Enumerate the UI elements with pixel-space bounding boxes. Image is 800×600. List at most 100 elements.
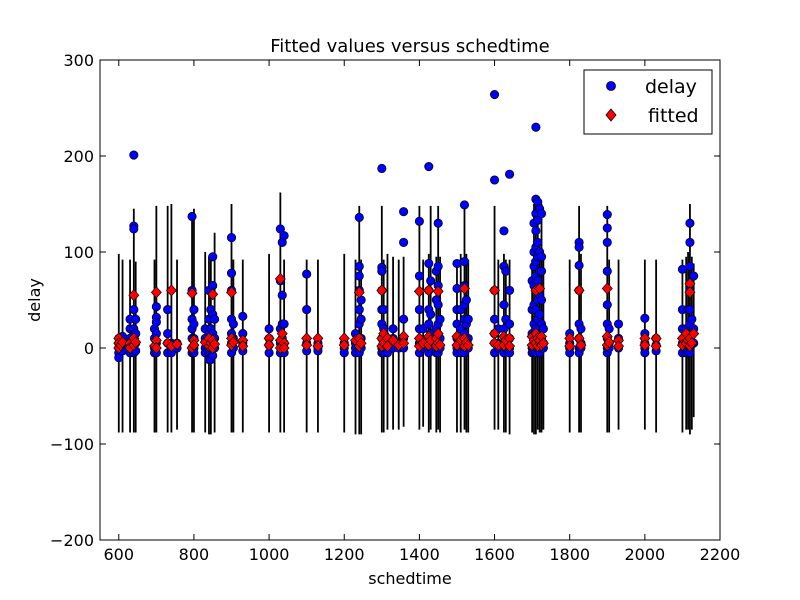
delay-point — [685, 305, 695, 315]
delay-point — [536, 266, 547, 276]
delay-point — [238, 311, 248, 321]
delay-point — [602, 210, 612, 220]
delay-point — [354, 261, 364, 271]
legend-fitted-marker — [605, 108, 617, 122]
delay-point — [574, 260, 584, 270]
fitted-point — [432, 285, 444, 298]
fitted-point — [381, 340, 393, 353]
x-tick-label: 1400 — [399, 545, 440, 564]
delay-point — [131, 314, 141, 324]
legend-delay-marker — [606, 81, 616, 91]
delay-point — [302, 269, 312, 279]
delay-point — [489, 90, 500, 100]
fitted-point — [434, 339, 446, 352]
delay-point — [426, 309, 436, 319]
delay-point — [354, 305, 364, 315]
delay-point — [151, 317, 161, 327]
delay-point — [533, 237, 543, 247]
fitted-point — [686, 337, 698, 350]
delay-point — [505, 169, 515, 179]
delay-point — [399, 314, 409, 324]
fitted-point — [639, 339, 651, 352]
x-tick-label: 600 — [104, 545, 135, 564]
fitted-point — [387, 334, 399, 347]
delay-point — [129, 224, 139, 234]
delay-point — [505, 285, 515, 295]
y-tick-label: 100 — [63, 243, 94, 262]
delay-point — [505, 319, 515, 329]
fitted-point — [575, 339, 587, 352]
delay-point — [435, 314, 445, 324]
delay-point — [452, 258, 462, 269]
x-tick-label: 2200 — [700, 545, 741, 564]
delay-point — [535, 309, 545, 319]
delay-point — [499, 226, 509, 236]
delay-point — [489, 175, 500, 185]
delay-point — [459, 257, 470, 267]
fitted-point — [534, 282, 546, 295]
x-axis-title: schedtime — [368, 569, 451, 588]
delay-point — [459, 200, 470, 210]
y-tick-label: 300 — [63, 51, 94, 70]
fitted-point — [338, 339, 350, 352]
delay-point — [414, 305, 424, 315]
fitted-point — [688, 327, 700, 340]
delay-point — [189, 305, 199, 315]
delay-point — [531, 122, 541, 132]
delay-point — [279, 231, 289, 241]
x-tick-label: 1600 — [474, 545, 515, 564]
fitted-point — [462, 339, 474, 352]
delay-point — [536, 209, 547, 219]
fitted-point — [209, 338, 221, 351]
delay-point — [414, 216, 424, 226]
delay-point — [576, 324, 586, 334]
delay-point — [189, 319, 199, 329]
fitted-point — [613, 340, 625, 353]
delay-point — [163, 329, 173, 339]
delay-point — [399, 207, 409, 217]
fitted-point — [355, 337, 367, 350]
delay-point — [613, 319, 624, 329]
fitted-point — [150, 286, 162, 299]
delay-point — [210, 314, 220, 324]
fitted-series — [113, 272, 700, 355]
chart-title: Fitted values versus schedtime — [270, 36, 550, 57]
delay-point — [489, 314, 500, 324]
fitted-point — [130, 336, 142, 349]
delay-point — [463, 314, 473, 324]
fitted-point — [537, 337, 549, 350]
delay-point — [640, 313, 650, 323]
delay-point — [424, 258, 434, 269]
x-tick-label: 2000 — [624, 545, 665, 564]
fitted-point — [573, 284, 585, 297]
delay-point — [279, 319, 289, 329]
delay-point — [574, 242, 584, 252]
delay-point — [536, 295, 547, 305]
fitted-point — [603, 336, 615, 349]
legend-box — [583, 69, 713, 135]
fitted-point — [263, 339, 275, 352]
delay-point — [685, 237, 695, 247]
legend-fitted-label: fitted — [648, 105, 699, 127]
delay-point — [356, 314, 366, 324]
delay-point — [388, 324, 398, 334]
delay-point — [151, 302, 161, 312]
fitted-point — [278, 341, 290, 355]
fitted-point — [489, 284, 501, 297]
fitted-point — [353, 286, 365, 299]
delay-point — [424, 319, 434, 329]
fitted-point — [186, 287, 198, 300]
delay-point — [424, 162, 434, 172]
delay-point — [499, 300, 509, 310]
x-tick-label: 1800 — [549, 545, 590, 564]
delay-point — [354, 212, 364, 222]
fitted-point — [376, 284, 388, 297]
legend: delay fitted — [583, 69, 713, 135]
y-axis-title: delay — [25, 278, 44, 322]
delay-point — [501, 266, 511, 276]
plot-frame — [99, 59, 721, 541]
fitted-point — [564, 340, 576, 353]
fitted-point — [226, 286, 237, 299]
delay-point — [687, 314, 697, 324]
